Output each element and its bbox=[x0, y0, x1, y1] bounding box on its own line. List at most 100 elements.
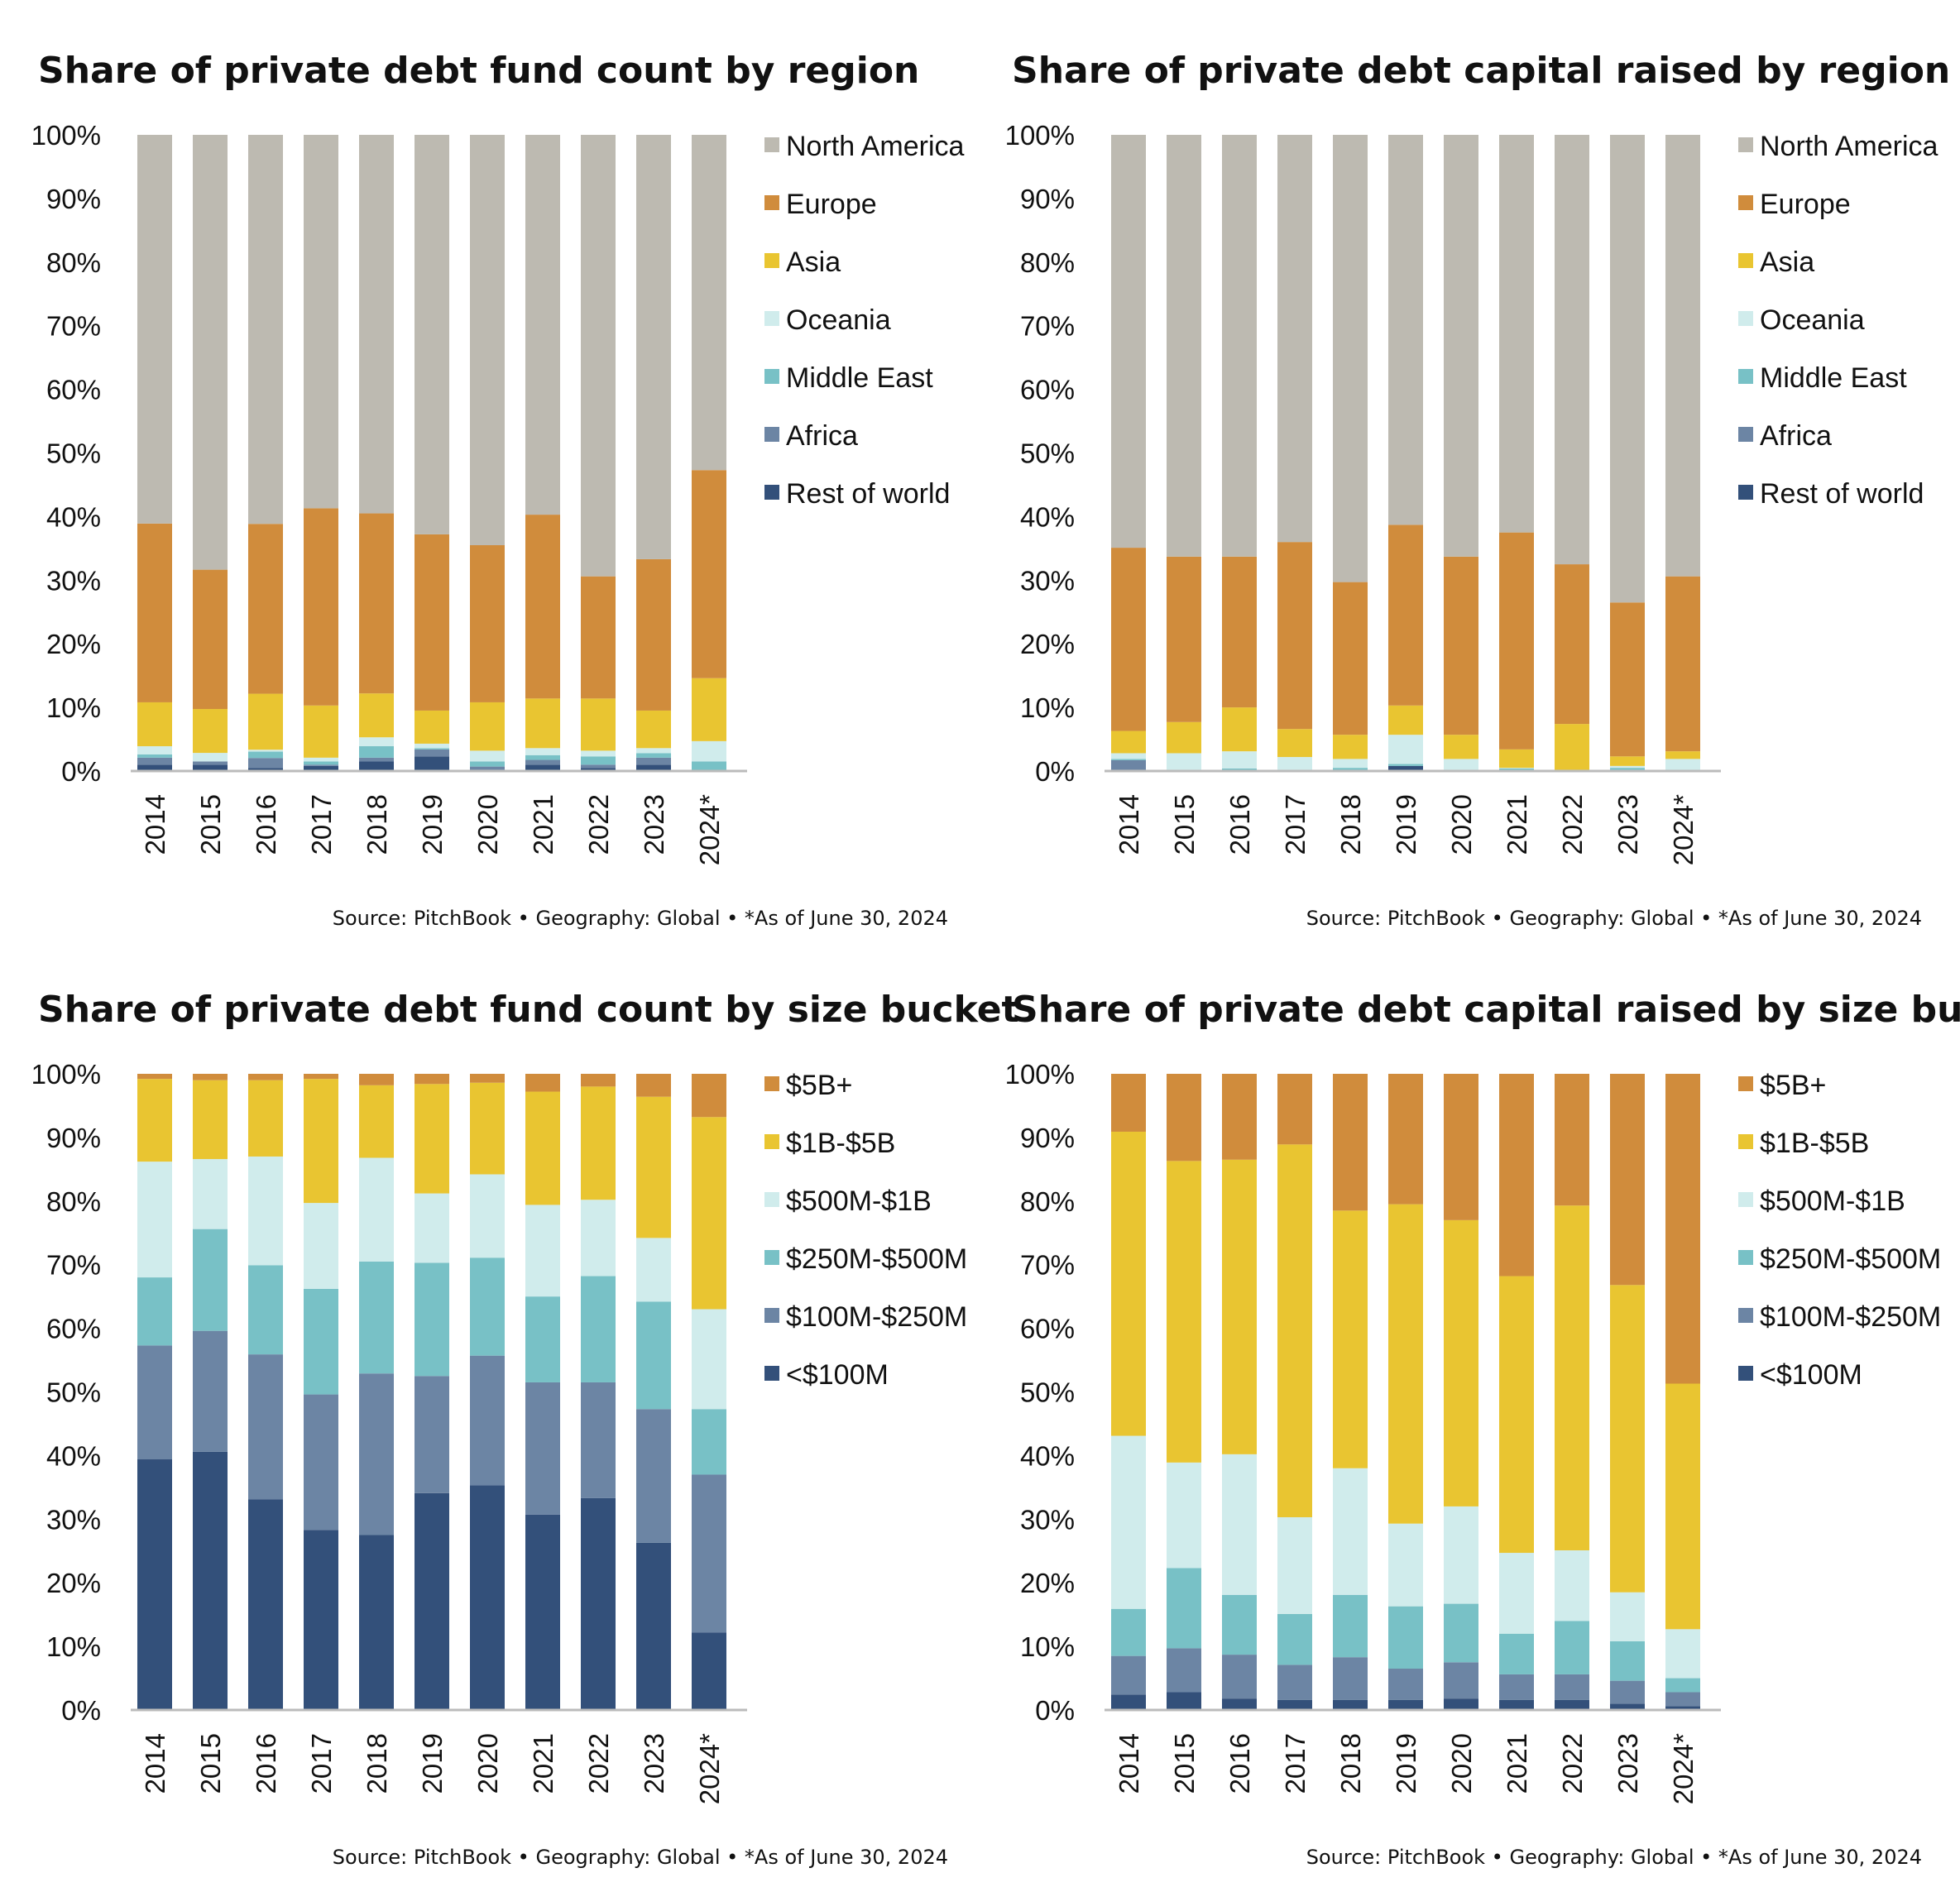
y-tick-label: 30% bbox=[1020, 1504, 1075, 1535]
bar-segment bbox=[304, 508, 338, 706]
bar-segment bbox=[636, 753, 671, 758]
y-tick-label: 40% bbox=[1020, 1440, 1075, 1471]
bar-segment bbox=[636, 748, 671, 754]
legend-label: <$100M bbox=[1760, 1359, 1862, 1391]
bar-segment bbox=[193, 1080, 228, 1160]
bar-segment bbox=[581, 1074, 616, 1087]
x-tick-label: 2022 bbox=[583, 794, 614, 855]
bar-segment bbox=[470, 702, 505, 751]
bar-segment bbox=[359, 1261, 394, 1374]
legend-swatch bbox=[1738, 1250, 1753, 1265]
y-tick-label: 50% bbox=[46, 438, 101, 469]
y-tick-label: 30% bbox=[46, 1504, 101, 1535]
bar-segment bbox=[636, 1074, 671, 1097]
x-tick-label: 2018 bbox=[1335, 1733, 1366, 1794]
legend-swatch bbox=[764, 1192, 779, 1207]
bar-segment bbox=[415, 1376, 449, 1493]
chart-panel: Share of private debt fund count by size… bbox=[31, 989, 1019, 1869]
y-tick-label: 80% bbox=[46, 247, 101, 278]
bar-segment bbox=[1167, 135, 1201, 557]
bar-segment bbox=[1665, 1074, 1700, 1384]
y-tick-label: 70% bbox=[46, 311, 101, 342]
y-tick-label: 60% bbox=[1020, 1314, 1075, 1344]
x-tick-label: 2015 bbox=[195, 1733, 226, 1794]
bar-segment bbox=[137, 1162, 172, 1278]
x-tick-label: 2016 bbox=[1224, 794, 1255, 855]
legend-swatch bbox=[1738, 311, 1753, 326]
x-tick-label: 2014 bbox=[1114, 794, 1144, 855]
bar-segment bbox=[137, 1074, 172, 1080]
bar-segment bbox=[692, 761, 726, 771]
x-tick-label: 2014 bbox=[1114, 1733, 1144, 1794]
bar-segment bbox=[1610, 1641, 1645, 1681]
bar-segment bbox=[415, 1193, 449, 1263]
bar-segment bbox=[415, 710, 449, 744]
x-tick-label: 2015 bbox=[1169, 794, 1200, 855]
legend-label: North America bbox=[1760, 131, 1938, 162]
chart-title: Share of private debt capital raised by … bbox=[1012, 989, 1960, 1031]
bar-segment bbox=[1610, 602, 1645, 757]
bar-segment bbox=[1167, 1692, 1201, 1710]
bar-segment bbox=[1222, 135, 1257, 557]
legend-label: $1B-$5B bbox=[1760, 1128, 1869, 1159]
x-tick-label: 2019 bbox=[417, 794, 448, 855]
bar-segment bbox=[1333, 135, 1368, 582]
bar-segment bbox=[581, 750, 616, 757]
chart-panel: Share of private debt fund count by regi… bbox=[31, 50, 965, 930]
x-tick-label: 2014 bbox=[140, 1733, 170, 1794]
bar-segment bbox=[525, 1514, 560, 1710]
bar-segment bbox=[581, 135, 616, 577]
bar-segment bbox=[1277, 1144, 1312, 1517]
bar-segment bbox=[304, 764, 338, 766]
x-tick-label: 2020 bbox=[472, 1733, 503, 1794]
bar-segment bbox=[193, 753, 228, 762]
bar-segment bbox=[1111, 1435, 1146, 1609]
bar-segment bbox=[525, 515, 560, 699]
y-tick-label: 10% bbox=[1020, 1631, 1075, 1662]
y-tick-label: 60% bbox=[46, 1314, 101, 1344]
bar-segment bbox=[359, 761, 394, 771]
bar-segment bbox=[1499, 1674, 1534, 1700]
bar-segment bbox=[1222, 1594, 1257, 1655]
bar-segment bbox=[1167, 1462, 1201, 1569]
bar-segment bbox=[193, 135, 228, 570]
bar-segment bbox=[359, 1535, 394, 1710]
x-tick-label: 2014 bbox=[140, 794, 170, 855]
bar-segment bbox=[1388, 764, 1423, 766]
bar-segment bbox=[248, 1499, 283, 1710]
y-tick-label: 30% bbox=[1020, 565, 1075, 596]
chart-title: Share of private debt fund count by size… bbox=[38, 989, 1019, 1031]
bar-segment bbox=[525, 1091, 560, 1205]
bar-segment bbox=[470, 1074, 505, 1083]
y-tick-label: 10% bbox=[1020, 692, 1075, 723]
bar-segment bbox=[1444, 1506, 1478, 1604]
legend-swatch bbox=[1738, 195, 1753, 210]
legend-label: Europe bbox=[1760, 189, 1851, 220]
y-tick-label: 80% bbox=[46, 1186, 101, 1217]
bar-segment bbox=[692, 1409, 726, 1475]
bar-segment bbox=[304, 1203, 338, 1289]
bar-segment bbox=[1333, 1657, 1368, 1700]
bar-segment bbox=[1610, 1592, 1645, 1641]
bar-segment bbox=[304, 135, 338, 509]
bar-segment bbox=[1111, 135, 1146, 548]
legend-label: $500M-$1B bbox=[1760, 1185, 1905, 1217]
bar-segment bbox=[1555, 1550, 1589, 1621]
x-tick-label: 2023 bbox=[639, 794, 669, 855]
bar-segment bbox=[1111, 759, 1146, 770]
x-tick-label: 2016 bbox=[251, 794, 281, 855]
bar-segment bbox=[1499, 1074, 1534, 1277]
bar-segment bbox=[193, 1159, 228, 1229]
bar-segment bbox=[248, 750, 283, 752]
x-tick-label: 2018 bbox=[362, 1733, 392, 1794]
bar-segment bbox=[1499, 1276, 1534, 1554]
bar-segment bbox=[636, 1542, 671, 1710]
bar-segment bbox=[1555, 1699, 1589, 1710]
bar-segment bbox=[470, 1485, 505, 1710]
bar-segment bbox=[415, 1492, 449, 1710]
bar-segment bbox=[1444, 759, 1478, 770]
bar-segment bbox=[1222, 768, 1257, 770]
bar-segment bbox=[1555, 1674, 1589, 1700]
y-tick-label: 10% bbox=[46, 1631, 101, 1662]
bar-segment bbox=[137, 757, 172, 765]
